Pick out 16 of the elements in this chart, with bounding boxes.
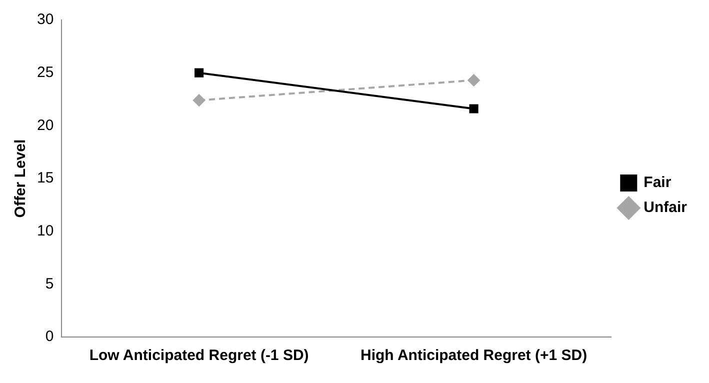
y-tick-label: 30 xyxy=(36,11,54,28)
x-tick-label: Low Anticipated Regret (-1 SD) xyxy=(89,347,309,364)
y-tick-label: 25 xyxy=(36,64,54,81)
point xyxy=(193,94,206,106)
y-tick-label: 15 xyxy=(36,170,54,187)
point xyxy=(194,68,204,78)
point xyxy=(469,104,478,114)
legend-label: Fair xyxy=(644,174,672,192)
y-tick-label: 0 xyxy=(45,328,54,346)
x-tick-label: High Anticipated Regret (+1 SD) xyxy=(360,347,588,364)
y-tick-label: 10 xyxy=(36,222,54,240)
y-axis-title: Offer Level xyxy=(12,139,30,218)
point xyxy=(468,74,480,86)
legend-label: Unfair xyxy=(644,199,688,216)
y-tick-label: 20 xyxy=(36,116,54,134)
y-tick-label: 5 xyxy=(45,275,54,292)
